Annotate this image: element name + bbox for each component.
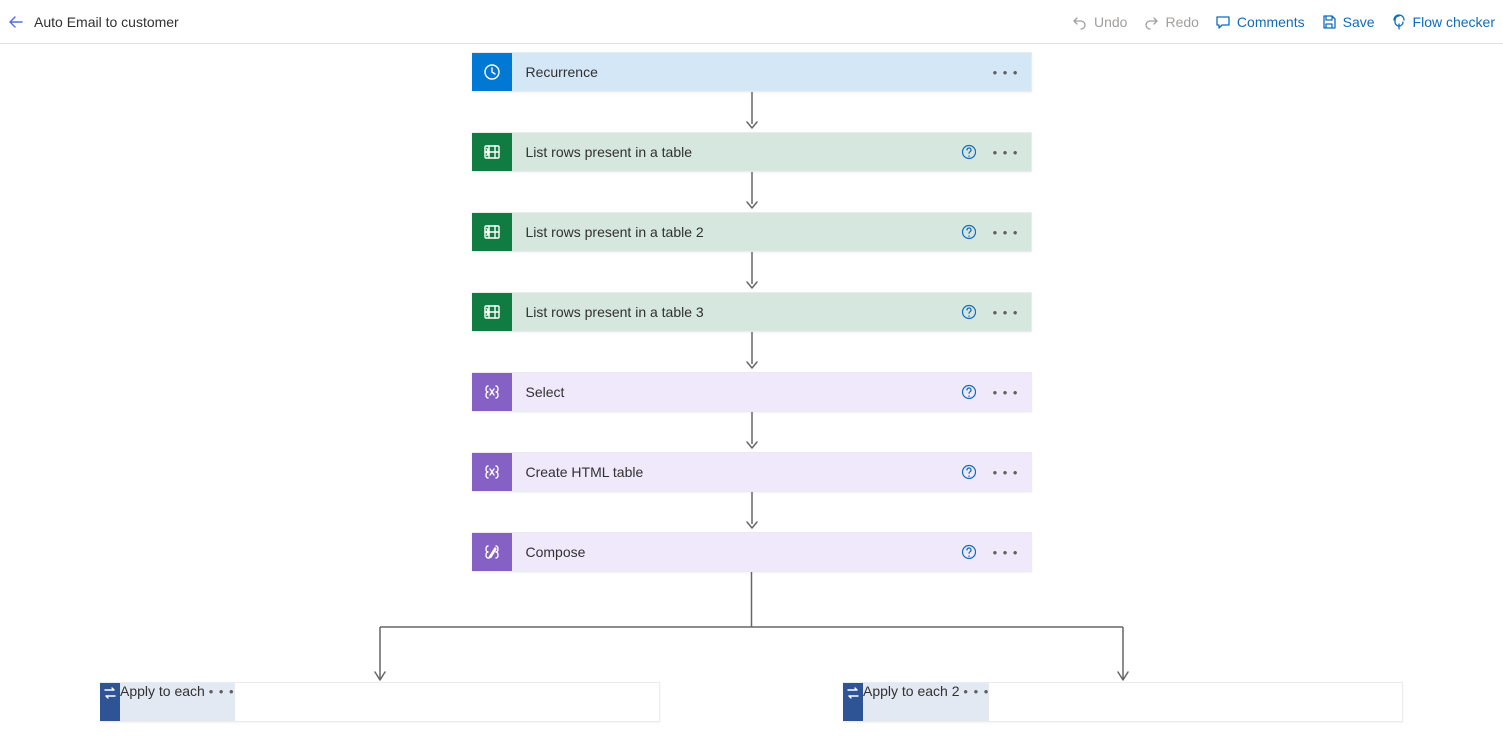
comments-button[interactable]: Comments bbox=[1215, 14, 1305, 30]
connector-arrow[interactable] bbox=[744, 252, 760, 292]
undo-button[interactable]: Undo bbox=[1072, 14, 1127, 30]
flow-column: Recurrence • • • List rows present in a … bbox=[472, 52, 1032, 572]
toolbar-right: Undo Redo Comments Save Flow checker bbox=[1072, 14, 1495, 30]
help-icon[interactable] bbox=[961, 464, 977, 480]
step-icon bbox=[100, 683, 120, 721]
flow-step-card[interactable]: List rows present in a table 3 • • • bbox=[472, 292, 1032, 332]
step-label: Select bbox=[526, 384, 565, 400]
step-label: Compose bbox=[526, 544, 586, 560]
branch-step-card[interactable]: Apply to each • • • bbox=[100, 682, 660, 722]
step-label: Recurrence bbox=[526, 64, 598, 80]
step-icon bbox=[472, 133, 512, 171]
step-label: List rows present in a table 2 bbox=[526, 224, 704, 240]
connector-arrow[interactable] bbox=[744, 412, 760, 452]
connector-arrow[interactable] bbox=[744, 92, 760, 132]
flow-checker-button[interactable]: Flow checker bbox=[1391, 14, 1495, 30]
more-menu-icon[interactable]: • • • bbox=[993, 305, 1019, 320]
save-label: Save bbox=[1343, 14, 1375, 30]
connector-arrow[interactable] bbox=[744, 332, 760, 372]
flow-checker-label: Flow checker bbox=[1413, 14, 1495, 30]
branch-row: Apply to each • • • Apply to each 2 • • … bbox=[0, 682, 1503, 722]
more-menu-icon[interactable]: • • • bbox=[209, 684, 235, 699]
help-icon[interactable] bbox=[961, 384, 977, 400]
more-menu-icon[interactable]: • • • bbox=[993, 225, 1019, 240]
connector-arrow[interactable] bbox=[744, 492, 760, 532]
step-icon bbox=[472, 373, 512, 411]
more-menu-icon[interactable]: • • • bbox=[993, 145, 1019, 160]
help-icon[interactable] bbox=[961, 544, 977, 560]
flow-step-card[interactable]: Create HTML table • • • bbox=[472, 452, 1032, 492]
flow-step-card[interactable]: List rows present in a table 2 • • • bbox=[472, 212, 1032, 252]
step-icon bbox=[472, 293, 512, 331]
more-menu-icon[interactable]: • • • bbox=[993, 465, 1019, 480]
connector-arrow[interactable] bbox=[744, 172, 760, 212]
more-menu-icon[interactable]: • • • bbox=[993, 385, 1019, 400]
comments-label: Comments bbox=[1237, 14, 1305, 30]
redo-label: Redo bbox=[1165, 14, 1198, 30]
flow-canvas: Recurrence • • • List rows present in a … bbox=[0, 44, 1503, 752]
flow-title: Auto Email to customer bbox=[34, 14, 179, 30]
step-label: Apply to each bbox=[120, 683, 205, 699]
step-icon bbox=[472, 53, 512, 91]
flow-step-card[interactable]: List rows present in a table • • • bbox=[472, 132, 1032, 172]
step-icon bbox=[472, 533, 512, 571]
top-toolbar: Auto Email to customer Undo Redo Comment… bbox=[0, 0, 1503, 44]
step-label: Create HTML table bbox=[526, 464, 644, 480]
flow-step-card[interactable]: Recurrence • • • bbox=[472, 52, 1032, 92]
more-menu-icon[interactable]: • • • bbox=[993, 65, 1019, 80]
flow-step-card[interactable]: Select • • • bbox=[472, 372, 1032, 412]
more-menu-icon[interactable]: • • • bbox=[993, 545, 1019, 560]
step-label: List rows present in a table 3 bbox=[526, 304, 704, 320]
step-icon bbox=[472, 213, 512, 251]
step-icon bbox=[843, 683, 863, 721]
flow-step-card[interactable]: Compose • • • bbox=[472, 532, 1032, 572]
help-icon[interactable] bbox=[961, 304, 977, 320]
back-arrow-icon[interactable] bbox=[8, 14, 24, 30]
undo-label: Undo bbox=[1094, 14, 1127, 30]
save-button[interactable]: Save bbox=[1321, 14, 1375, 30]
branch-step-card[interactable]: Apply to each 2 • • • bbox=[843, 682, 1403, 722]
step-label: Apply to each 2 bbox=[863, 683, 960, 699]
more-menu-icon[interactable]: • • • bbox=[963, 684, 989, 699]
help-icon[interactable] bbox=[961, 224, 977, 240]
toolbar-left: Auto Email to customer bbox=[8, 14, 179, 30]
redo-button[interactable]: Redo bbox=[1143, 14, 1198, 30]
step-icon bbox=[472, 453, 512, 491]
step-label: List rows present in a table bbox=[526, 144, 693, 160]
help-icon[interactable] bbox=[961, 144, 977, 160]
